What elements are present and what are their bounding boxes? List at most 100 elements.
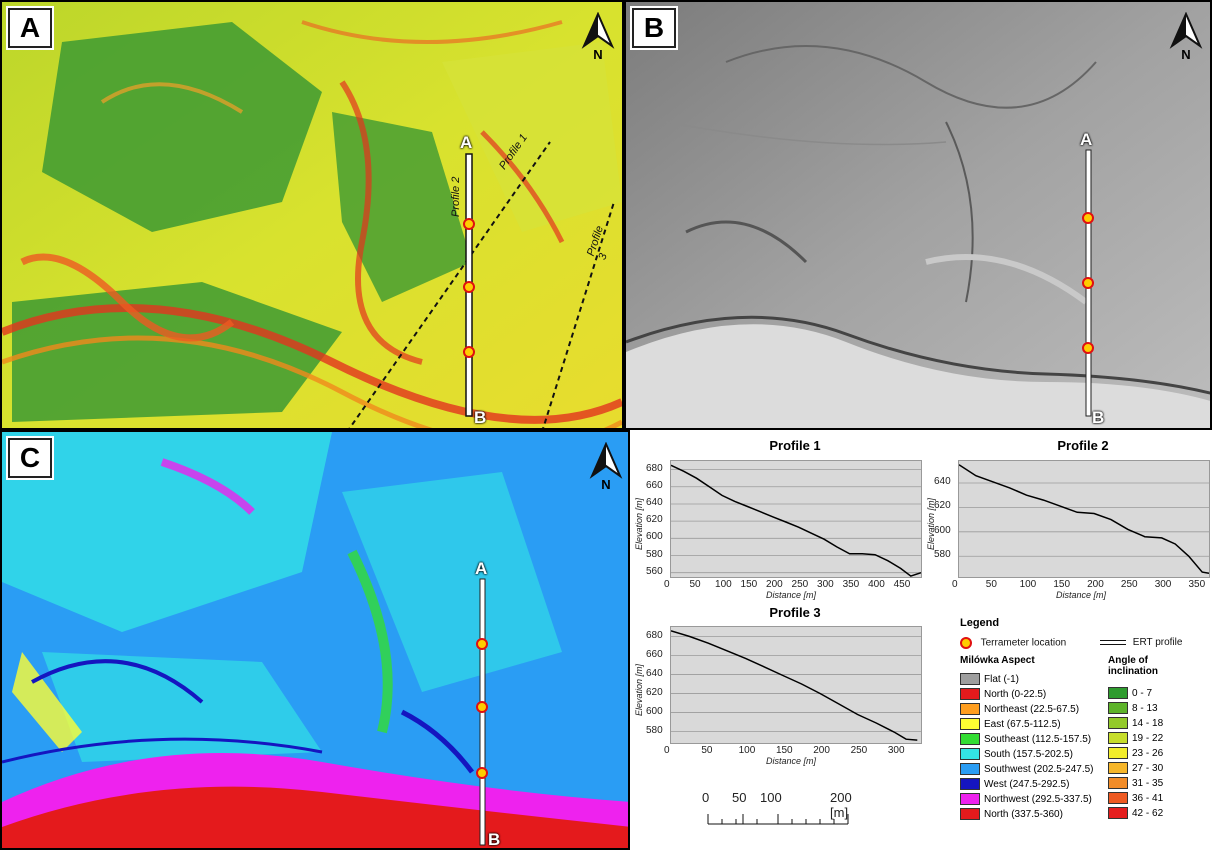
legend-item-label: Northeast (22.5-67.5) xyxy=(984,704,1080,715)
aspect-legend: Flat (-1) North (0-22.5) Northeast (22.5-6… xyxy=(960,672,1094,822)
y-tick-label: 640 xyxy=(934,475,951,487)
aspect-legend-item: Northwest (292.5-337.5) xyxy=(960,792,1094,807)
x-tick-label: 50 xyxy=(985,579,997,590)
x-tick-label: 150 xyxy=(775,745,793,756)
elevation-profile-line xyxy=(670,464,922,577)
legend-item-label: Southeast (112.5-157.5) xyxy=(984,734,1092,745)
profile-start-label: A xyxy=(475,559,488,578)
terrameter-marker xyxy=(476,638,488,650)
profile-end-label: B xyxy=(474,408,487,427)
aspect-legend-item: North (337.5-360) xyxy=(960,807,1094,822)
y-tick-label: 620 xyxy=(646,686,663,698)
north-label: N xyxy=(601,477,611,492)
legend-swatch xyxy=(1108,792,1128,805)
x-axis-label: Distance [m] xyxy=(1056,590,1107,600)
y-tick-label: 600 xyxy=(646,531,663,543)
panel-b-hillshade: B N A B xyxy=(624,0,1212,430)
y-tick-label: 660 xyxy=(646,479,663,491)
north-label: N xyxy=(593,47,603,62)
angle-legend-item: 14 - 18 xyxy=(1108,716,1163,731)
panel-label-b: B xyxy=(632,8,676,48)
north-label: N xyxy=(1181,47,1191,62)
x-tick-label: 100 xyxy=(715,579,732,590)
profile-2-chart xyxy=(958,460,1210,578)
aspect-legend-item: South (157.5-202.5) xyxy=(960,747,1094,762)
x-tick-label: 250 xyxy=(1120,579,1138,590)
panel-c-aspect-map: C N A B xyxy=(0,430,630,850)
north-arrow-icon: N xyxy=(588,442,624,492)
x-tick-label: 350 xyxy=(842,579,860,590)
legend-swatch xyxy=(1108,687,1128,700)
y-tick-label: 660 xyxy=(646,648,663,660)
legend-item-label: Southwest (202.5-247.5) xyxy=(984,764,1094,775)
chart-title: Profile 2 xyxy=(1057,438,1109,453)
profile-1-chart xyxy=(670,460,922,578)
scale-label: 50 xyxy=(732,790,747,805)
legend-swatch xyxy=(960,808,980,821)
terrameter-marker xyxy=(1082,342,1094,354)
scale-label: 200 [m] xyxy=(830,790,852,820)
profile-name-2: Profile 2 xyxy=(450,176,462,217)
y-tick-label: 580 xyxy=(934,549,951,561)
chart-title: Profile 1 xyxy=(769,438,821,453)
x-tick-label: 150 xyxy=(740,579,758,590)
terrameter-marker xyxy=(1082,212,1094,224)
x-tick-label: 200 xyxy=(813,745,830,756)
panel-a-slope-map: A N A B Profile 1 Profile 2 Profile 3 xyxy=(0,0,624,430)
x-tick-label: 300 xyxy=(817,579,834,590)
angle-legend-item: 36 - 41 xyxy=(1108,791,1163,806)
angle-legend-title: Angle of inclination xyxy=(1108,655,1158,677)
x-tick-label: 50 xyxy=(701,745,713,756)
scale-label: 100 xyxy=(760,790,782,805)
legend-item-label: North (337.5-360) xyxy=(984,809,1063,820)
angle-legend-item: 27 - 30 xyxy=(1108,761,1163,776)
legend-swatch xyxy=(960,733,980,746)
scale-label: 0 xyxy=(702,790,710,805)
profile-1-line xyxy=(348,141,551,428)
angle-legend-item: 8 - 13 xyxy=(1108,701,1163,716)
panel-d-profiles: Profile 1 Elevation [m] Distance [m] 680… xyxy=(630,430,1212,850)
panel-label-a: A xyxy=(8,8,52,48)
elevation-profile-line xyxy=(958,464,1210,575)
legend-swatch xyxy=(1108,732,1128,745)
profile-start-label: A xyxy=(460,133,473,152)
legend-swatch xyxy=(1108,807,1128,820)
aspect-legend-item: East (67.5-112.5) xyxy=(960,717,1094,732)
aspect-legend-item: West (247.5-292.5) xyxy=(960,777,1094,792)
legend-swatch xyxy=(1108,747,1128,760)
ert-label: ERT profile xyxy=(1132,637,1183,648)
x-tick-label: 0 xyxy=(664,745,670,756)
aspect-legend-item: Northeast (22.5-67.5) xyxy=(960,702,1094,717)
profile-3-line xyxy=(542,201,615,428)
y-axis-label: Elevation [m] xyxy=(634,663,644,716)
elevation-profile-line xyxy=(670,630,918,741)
x-tick-label: 100 xyxy=(1019,579,1037,590)
angle-legend: 0 - 7 8 - 13 14 - 18 19 - 22 23 - 26 27 - 30 3… xyxy=(1108,686,1163,821)
angle-legend-item: 0 - 7 xyxy=(1108,686,1163,701)
y-tick-label: 600 xyxy=(934,524,951,536)
legend-item-label: 31 - 35 xyxy=(1132,778,1164,789)
y-tick-label: 680 xyxy=(646,629,663,641)
legend-item-label: Flat (-1) xyxy=(984,674,1019,685)
legend-item-label: 8 - 13 xyxy=(1132,703,1158,714)
x-tick-label: 0 xyxy=(952,579,958,590)
legend-item-label: 36 - 41 xyxy=(1132,793,1164,804)
chart-title: Profile 3 xyxy=(769,605,821,620)
legend-swatch xyxy=(1108,777,1128,790)
hillshade-raster xyxy=(626,2,1210,428)
legend-item-label: 23 - 26 xyxy=(1132,748,1164,759)
legend-item-label: North (0-22.5) xyxy=(984,689,1047,700)
aspect-legend-item: North (0-22.5) xyxy=(960,687,1094,702)
y-axis-label: Elevation [m] xyxy=(634,497,644,550)
profile-start-label: A xyxy=(1080,130,1093,149)
terrameter-icon xyxy=(960,637,972,649)
aspect-legend-item: Southeast (112.5-157.5) xyxy=(960,732,1094,747)
y-tick-label: 640 xyxy=(646,667,663,679)
x-tick-label: 50 xyxy=(689,579,701,590)
profile-end-label: B xyxy=(488,830,501,849)
legend-item-label: 19 - 22 xyxy=(1132,733,1164,744)
legend-terrameter: Terrameter location xyxy=(960,637,1066,649)
legend-ert: ERT profile xyxy=(1100,637,1182,648)
profile-3-chart xyxy=(670,626,922,744)
y-tick-label: 640 xyxy=(646,496,663,508)
